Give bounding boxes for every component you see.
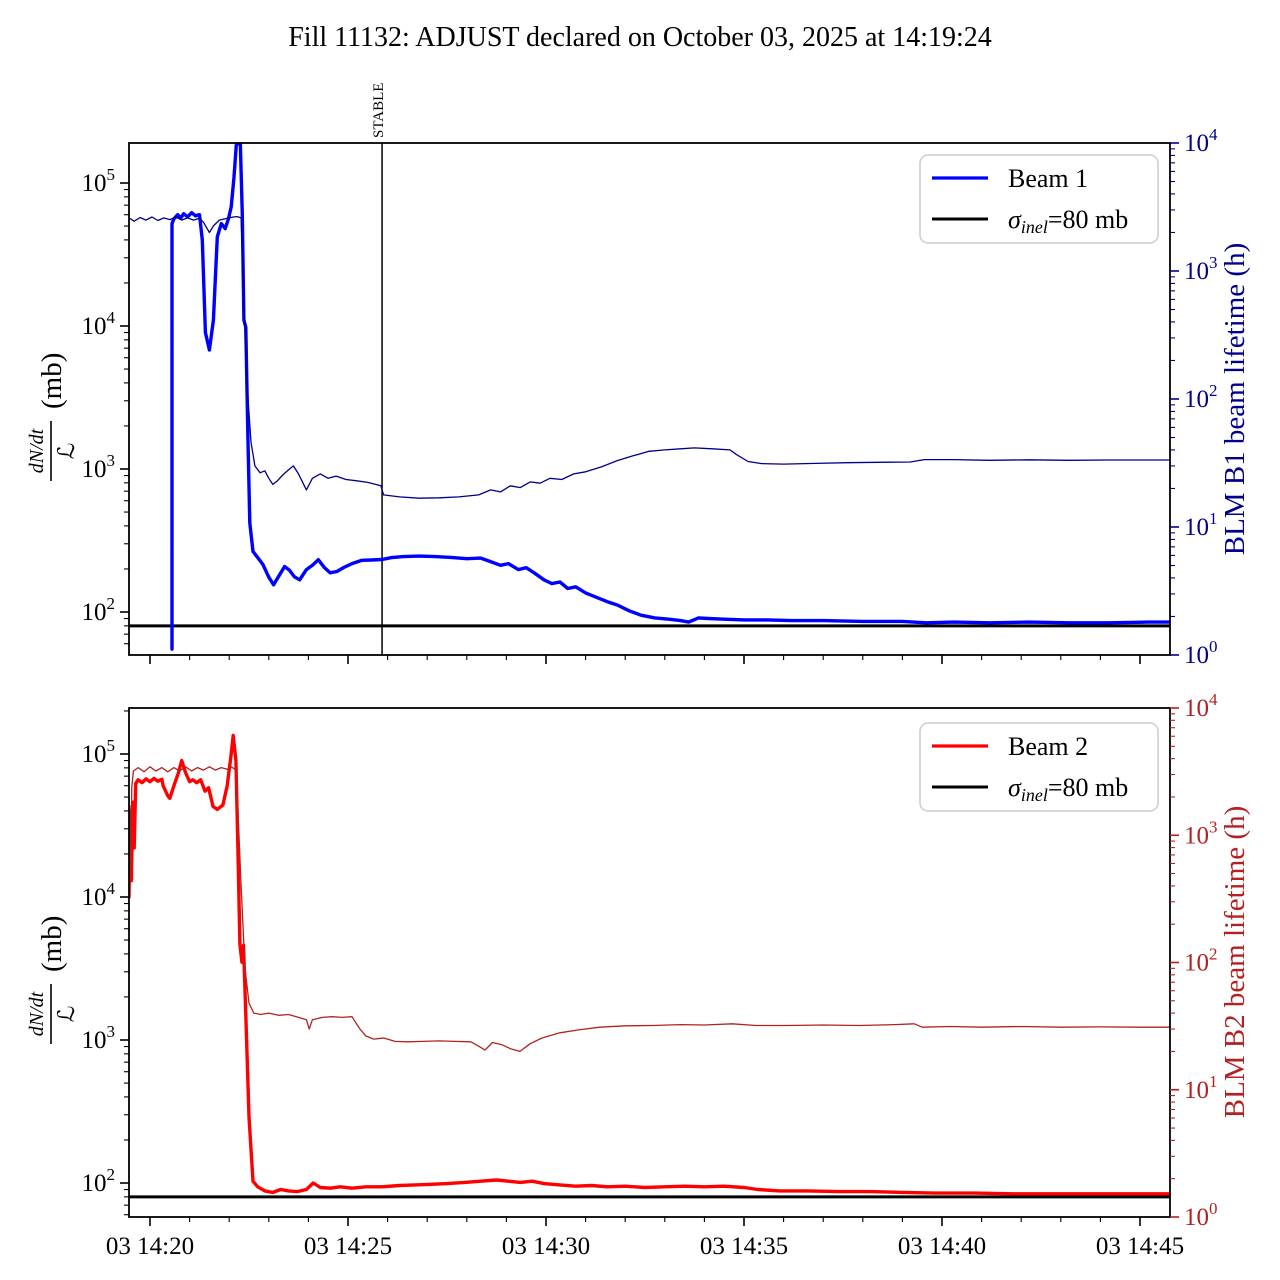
- legend-label: Beam 1: [1008, 164, 1088, 193]
- svg-text:dN/dt: dN/dt: [26, 428, 48, 473]
- beam1-legend: Beam 1 σinel=80 mb: [919, 154, 1159, 244]
- right-tick-label: 100: [1184, 637, 1218, 669]
- svg-text:dN/dt: dN/dt: [26, 991, 48, 1036]
- svg-text:ℒ: ℒ: [54, 1006, 79, 1023]
- beam1-x-axis: [149, 655, 1141, 664]
- beam2-legend: Beam 2 σinel=80 mb: [919, 722, 1159, 812]
- x-tick-label: 03 14:45: [1096, 1233, 1184, 1260]
- legend-label: σinel=80 mb: [1008, 205, 1128, 237]
- x-tick-label: 03 14:35: [700, 1233, 788, 1260]
- right-tick-label: 103: [1184, 253, 1218, 285]
- beam2-right-axis: 100 101 102 103 104: [1170, 690, 1218, 1231]
- x-tick-label: 03 14:30: [502, 1233, 590, 1260]
- left-tick-label: 105: [82, 165, 116, 197]
- beam1-left-axis: 102 103 104 105: [82, 165, 129, 645]
- beam2-cross-section: [129, 733, 1170, 1196]
- x-tick-label: 03 14:25: [304, 1233, 392, 1260]
- svg-text:(mb): (mb): [36, 916, 68, 972]
- beam1-right-axis-title: BLM B1 beam lifetime (h): [1219, 243, 1251, 556]
- x-tick-label: 03 14:40: [898, 1233, 986, 1260]
- beam2-right-axis-title: BLM B2 beam lifetime (h): [1219, 806, 1251, 1119]
- right-tick-label: 101: [1184, 1072, 1218, 1104]
- left-tick-label: 102: [82, 594, 116, 626]
- left-tick-label: 104: [82, 879, 116, 911]
- right-tick-label: 102: [1184, 381, 1218, 413]
- svg-text:(mb): (mb): [36, 353, 68, 409]
- left-tick-label: 103: [82, 1022, 116, 1054]
- x-tick-label: 03 14:20: [106, 1233, 194, 1260]
- beam2-left-axis: 102 103 104 105: [82, 710, 129, 1216]
- right-tick-label: 104: [1184, 125, 1218, 157]
- legend-label: σinel=80 mb: [1008, 773, 1128, 805]
- beam1-cross-section: [170, 143, 1170, 651]
- beam2-x-axis: 03 14:20 03 14:25 03 14:30 03 14:35 03 14:40…: [106, 1217, 1184, 1260]
- beam1-right-axis: 100 101 102 103 104: [1170, 125, 1218, 669]
- stable-label: STABLE: [371, 83, 387, 138]
- svg-text:ℒ: ℒ: [54, 443, 79, 460]
- figure-title: Fill 11132: ADJUST declared on October 0…: [288, 22, 992, 53]
- right-tick-label: 100: [1184, 1199, 1218, 1231]
- right-tick-label: 102: [1184, 945, 1218, 977]
- beam1-left-axis-title: dN/dt ℒ (mb): [26, 353, 79, 481]
- left-tick-label: 104: [82, 308, 116, 340]
- beam1-lifetime: [129, 215, 1170, 499]
- right-tick-label: 103: [1184, 817, 1218, 849]
- left-tick-label: 103: [82, 451, 116, 483]
- beam2-left-axis-title: dN/dt ℒ (mb): [26, 916, 79, 1044]
- legend-label: Beam 2: [1008, 732, 1088, 761]
- left-tick-label: 105: [82, 736, 116, 768]
- left-tick-label: 102: [82, 1165, 116, 1197]
- right-tick-label: 104: [1184, 690, 1218, 722]
- beam2-lifetime: [129, 766, 1170, 1053]
- right-tick-label: 101: [1184, 509, 1218, 541]
